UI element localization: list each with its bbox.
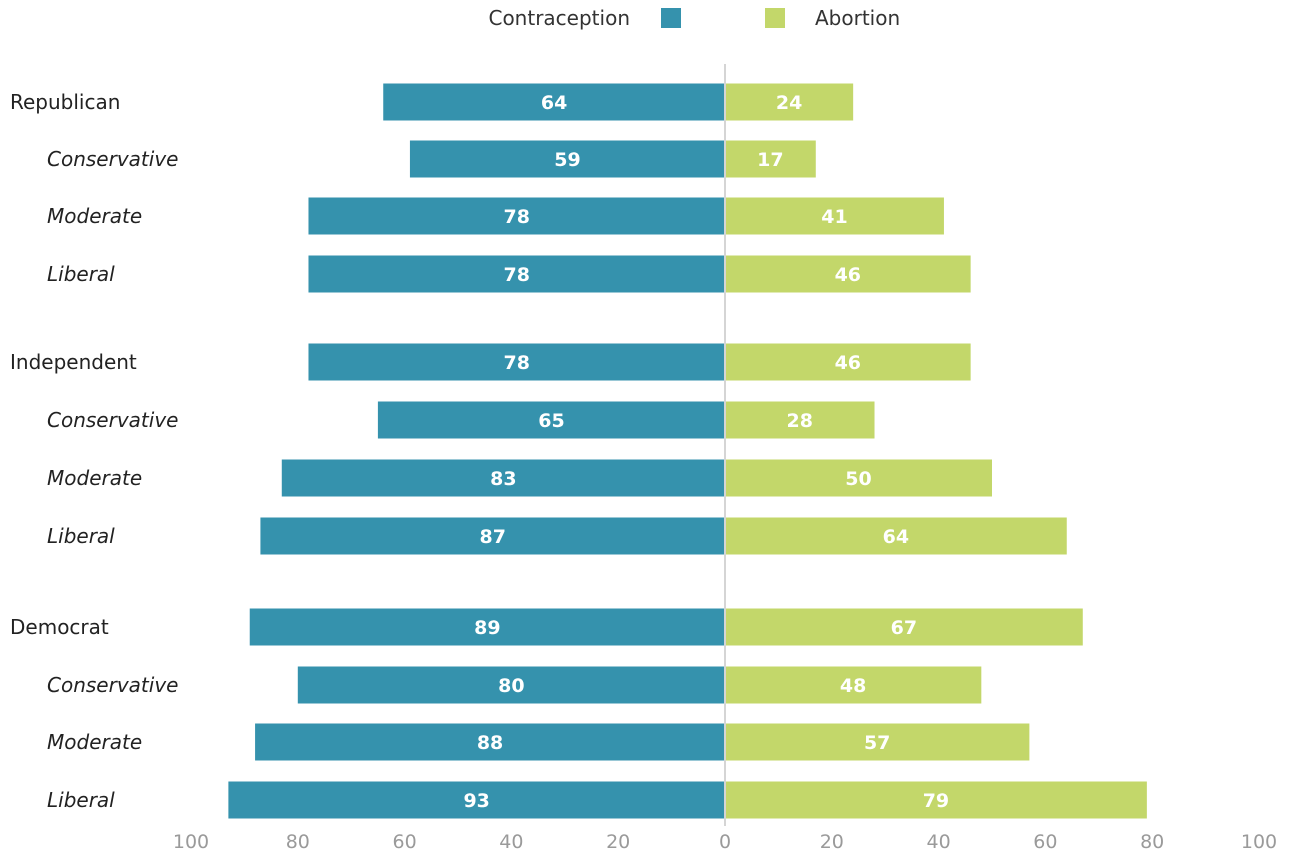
bars [228, 83, 1147, 819]
bar-contraception [409, 140, 725, 178]
bar-contraception [297, 666, 725, 704]
x-tick-label: 20 [820, 831, 844, 853]
x-tick-label: 60 [1033, 831, 1057, 853]
x-tick-label: 40 [927, 831, 951, 853]
bar-label-abortion: 57 [864, 732, 890, 754]
bar-label-abortion: 46 [835, 352, 861, 374]
category-label-moderate: Moderate [47, 204, 142, 228]
x-tick-label: 100 [173, 831, 209, 853]
bar-abortion [725, 608, 1083, 646]
legend-swatch-abortion [765, 8, 785, 28]
x-axis-ticks: 100 80 60 40 20 0 20 40 60 80 100 [173, 831, 1277, 853]
category-label-liberal: Liberal [47, 788, 115, 812]
x-tick-label: 60 [393, 831, 417, 853]
bar-contraception [377, 401, 725, 439]
bar-label-abortion: 64 [883, 526, 909, 548]
legend-swatch-contraception [661, 8, 681, 28]
x-tick-label: 80 [286, 831, 310, 853]
category-label-conservative: Conservative [47, 408, 178, 432]
bar-label-contraception: 80 [498, 675, 524, 697]
bar-label-abortion: 67 [891, 617, 917, 639]
bar-value-labels: 64 24 59 17 78 41 78 46 78 46 65 28 83 50 87 64 89 67 80 48… [463, 92, 949, 812]
bar-abortion [725, 140, 816, 178]
bar-contraception [255, 723, 725, 761]
bar-contraception [228, 781, 725, 819]
bar-contraception [383, 83, 725, 121]
bar-label-contraception: 89 [474, 617, 500, 639]
category-label-independent: Independent [10, 350, 137, 374]
bar-label-abortion: 41 [821, 206, 847, 228]
bar-label-abortion: 17 [757, 149, 783, 171]
bar-label-contraception: 65 [538, 410, 564, 432]
bar-label-contraception: 59 [554, 149, 580, 171]
bar-label-contraception: 83 [490, 468, 516, 490]
category-label-conservative: Conservative [47, 147, 178, 171]
bar-label-abortion: 79 [923, 790, 949, 812]
bar-abortion [725, 781, 1147, 819]
bar-abortion [725, 666, 982, 704]
x-tick-label: 20 [606, 831, 630, 853]
bar-contraception [308, 255, 725, 293]
bar-label-abortion: 50 [845, 468, 871, 490]
category-label-republican: Republican [10, 90, 120, 114]
category-label-democrat: Democrat [10, 615, 109, 639]
bar-abortion [725, 401, 875, 439]
bar-label-contraception: 64 [541, 92, 567, 114]
bar-abortion [725, 83, 854, 121]
bar-abortion [725, 343, 971, 381]
bar-label-contraception: 78 [504, 352, 530, 374]
legend-label-abortion: Abortion [815, 6, 900, 30]
bar-abortion [725, 197, 944, 235]
bar-label-contraception: 87 [479, 526, 505, 548]
bar-contraception [281, 459, 725, 497]
bar-abortion [725, 723, 1030, 761]
bar-label-contraception: 93 [463, 790, 489, 812]
bar-label-abortion: 46 [835, 264, 861, 286]
bar-label-abortion: 24 [776, 92, 802, 114]
bar-label-contraception: 88 [477, 732, 503, 754]
bar-label-abortion: 48 [840, 675, 866, 697]
legend: Contraception Abortion [488, 6, 900, 30]
x-tick-label: 0 [719, 831, 731, 853]
bar-label-abortion: 28 [787, 410, 813, 432]
category-label-liberal: Liberal [47, 262, 115, 286]
x-tick-label: 40 [499, 831, 523, 853]
category-labels: Republican Conservative Moderate Liberal Ind… [10, 90, 178, 812]
legend-label-contraception: Contraception [488, 6, 630, 30]
category-label-moderate: Moderate [47, 730, 142, 754]
bar-contraception [308, 197, 725, 235]
bar-contraception [249, 608, 726, 646]
bar-abortion [725, 517, 1067, 555]
bar-abortion [725, 255, 971, 293]
category-label-moderate: Moderate [47, 466, 142, 490]
bar-label-contraception: 78 [504, 206, 530, 228]
category-label-conservative: Conservative [47, 673, 178, 697]
bar-contraception [308, 343, 725, 381]
category-label-liberal: Liberal [47, 524, 115, 548]
x-tick-label: 100 [1241, 831, 1277, 853]
bar-contraception [260, 517, 725, 555]
bar-label-contraception: 78 [504, 264, 530, 286]
x-tick-label: 80 [1140, 831, 1164, 853]
bar-abortion [725, 459, 992, 497]
